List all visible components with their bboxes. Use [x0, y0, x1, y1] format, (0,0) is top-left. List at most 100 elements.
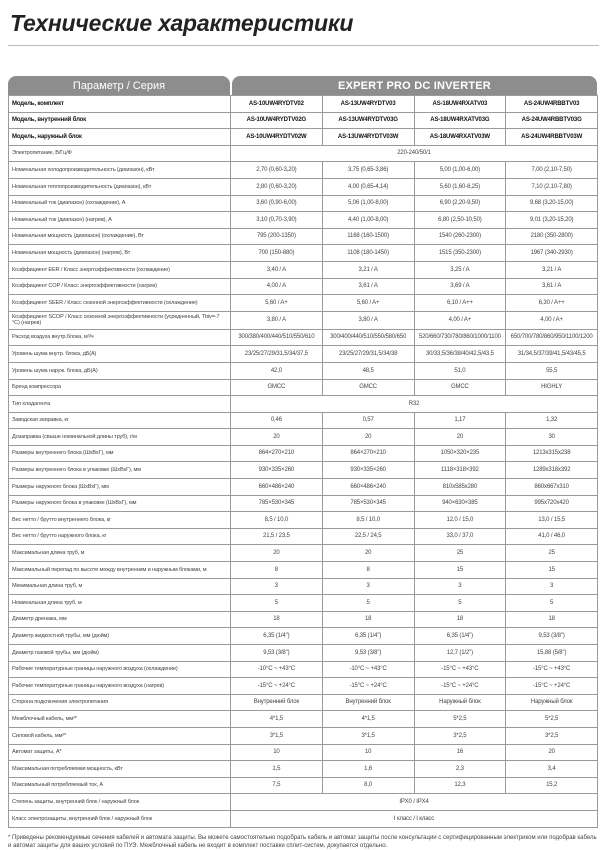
row-value: GMCC: [230, 378, 323, 397]
row-value: 2,80 (0,60-3,20): [230, 177, 323, 196]
table-row: Дозаправка (свыше номинальной длины труб…: [8, 428, 598, 446]
row-value: 15,88 (5/8"): [505, 644, 598, 662]
row-value: AS-13UW4RYDTV03W: [321, 128, 415, 146]
table-row: Межблочный кабель, мм²* 4*1,5 4*1,5 5*2,5 5*…: [8, 710, 598, 728]
row-value: 3,69 / A: [413, 277, 507, 296]
row-value: GMCC: [413, 378, 507, 397]
row-value: 18: [413, 610, 507, 629]
table-row: Рабочие температурные границы наружного …: [8, 677, 598, 695]
row-label: Класс электрозащиты, внутренний блок / н…: [8, 809, 231, 828]
row-label: Рабочие температурные границы наружного …: [8, 660, 231, 679]
row-value: -10°C ~ +43°C: [230, 660, 323, 679]
row-label: Номинальная теплопроизводительность (диа…: [8, 177, 231, 196]
row-value: 3*1,5: [321, 726, 415, 745]
table-row: Номинальная мощность (диапазон) (охлажде…: [8, 227, 598, 246]
row-value: 9,53 (3/8"): [230, 644, 323, 662]
row-value: 1,17: [413, 411, 507, 430]
row-label: Диаметр газовой трубы, мм (дюйм): [8, 644, 231, 662]
row-value: 4,00 (0,65-4,14): [321, 177, 415, 196]
row-value: 6,30 / A++: [505, 294, 598, 312]
row-value: 15: [413, 561, 507, 579]
row-value: 20: [413, 428, 507, 446]
row-label: Номинальная холодопроизводительность (ди…: [8, 161, 231, 179]
row-value: 7,10 (2,10-7,80): [505, 177, 598, 196]
row-label: Заводская заправка, кг: [8, 411, 231, 430]
row-value: AS-10UW4RYDTV02: [230, 95, 323, 113]
table-row: Номинальная холодопроизводительность (ди…: [8, 161, 598, 179]
table-row: Степень защиты, внутренний блок / наружн…: [8, 793, 598, 811]
row-value: -15°C ~ +43°C: [505, 660, 598, 679]
row-value: 12,7 (1/2"): [413, 644, 507, 662]
row-label: Коэффициент SCOP / Класс сезонной энерго…: [8, 310, 231, 330]
row-value: I класс / I класс: [230, 809, 598, 828]
row-label: Максимальный потребляемый ток, А: [8, 776, 231, 795]
row-value: 660×486×240: [321, 478, 415, 496]
row-value: 18: [505, 610, 598, 629]
row-value: 864×270×210: [230, 444, 323, 463]
row-value: 9,01 (3,20-15,20): [505, 211, 598, 229]
row-label: Диаметр жидкостной трубы, мм (дюйм): [8, 627, 231, 645]
row-label: Вес нетто / брутто внутреннего блока, кг: [8, 511, 231, 529]
row-label: Автомат защиты, А*: [8, 743, 231, 762]
row-value: 9,53 (3/8"): [505, 627, 598, 645]
row-value: 0,57: [321, 411, 415, 430]
row-value: 864×270×210: [321, 444, 415, 463]
row-value: 13,0 / 15,5: [505, 511, 598, 529]
row-label: Размеры наружного блока (ШхВхГ), мм: [8, 478, 231, 496]
row-value: Внутренний блок: [321, 693, 415, 712]
table-row: Размеры наружного блока (ШхВхГ), мм 660×4…: [8, 478, 598, 496]
row-value: GMCC: [321, 378, 415, 397]
row-value: 15: [505, 561, 598, 579]
table-row: Вес нетто / брутто внутреннего блока, кг…: [8, 511, 598, 529]
row-value: 4*1,5: [321, 710, 415, 728]
row-value: AS-13UW4RYDTV03: [321, 95, 415, 113]
row-value: 3,80 / A: [230, 310, 323, 330]
row-value: 1050×320×235: [413, 444, 507, 463]
row-value: 9,53 (3/8"): [321, 644, 415, 662]
row-value: 220-240/50/1: [230, 144, 598, 163]
row-value: 300/380/400/440/510/550/610: [230, 328, 323, 347]
table-row: Класс электрозащиты, внутренний блок / н…: [8, 809, 598, 828]
row-label: Коэффициент SEER / Класс сезонной энерго…: [8, 294, 231, 312]
row-label: Максимальная потребляемая мощность, кВт: [8, 760, 231, 778]
row-label: Номинальный ток (диапазон) (нагрев), А: [8, 211, 231, 229]
row-value: AS-13UW4RYDTV03G: [321, 111, 415, 130]
row-value: 3,80 / A: [321, 310, 415, 330]
row-value: 2,3: [413, 760, 507, 778]
row-value: 20: [230, 428, 323, 446]
table-row: Коэффициент COP / Класс энергоэффективно…: [8, 277, 598, 296]
table-row: Максимальный потребляемый ток, А 7,5 8,0 12…: [8, 776, 598, 795]
row-label: Размеры наружного блока в упаковке (ШхВх…: [8, 494, 231, 513]
row-value: 810x585x280: [413, 478, 507, 496]
row-value: 700 (150-880): [230, 244, 323, 262]
row-value: 1213x315x238: [505, 444, 598, 463]
row-value: 1289x318x392: [505, 461, 598, 480]
row-value: 3,21 / A: [321, 260, 415, 279]
row-value: 995x720x420: [505, 494, 598, 513]
row-label: Диаметр дренажа, мм: [8, 610, 231, 629]
row-value: 5: [413, 594, 507, 612]
table-row: Размеры внутреннего блока (ШхВхГ), мм 864…: [8, 444, 598, 463]
row-value: 860x667x310: [505, 478, 598, 496]
row-value: 25: [413, 544, 507, 563]
table-row: Электропитание, В/Гц/Ф 220-240/50/1: [8, 144, 598, 163]
row-value: 2180 (350-2800): [505, 227, 598, 246]
row-value: -10°C ~ +43°C: [321, 660, 415, 679]
row-value: 20: [505, 743, 598, 762]
row-value: HIGHLY: [505, 378, 598, 397]
table-row: Коэффициент SEER / Класс сезонной энерго…: [8, 294, 598, 312]
row-value: 3,25 / A: [413, 260, 507, 279]
row-value: 9,68 (3,20-15,00): [505, 194, 598, 213]
row-value: 3,61 / A: [321, 277, 415, 296]
table-row: Заводская заправка, кг 0,46 0,57 1,17 1,32: [8, 411, 598, 430]
row-value: 4,00 / A: [230, 277, 323, 296]
header-series: EXPERT PRO DC INVERTER: [232, 76, 597, 95]
row-value: 5,60 / A+: [230, 294, 323, 312]
row-value: 5: [321, 594, 415, 612]
table-row: Рабочие температурные границы наружного …: [8, 660, 598, 679]
table-row: Номинальная теплопроизводительность (диа…: [8, 177, 598, 196]
row-value: 3: [505, 577, 598, 596]
row-label: Бренд компрессора: [8, 378, 231, 397]
row-value: AS-24UW4RBBTV03W: [505, 128, 598, 146]
